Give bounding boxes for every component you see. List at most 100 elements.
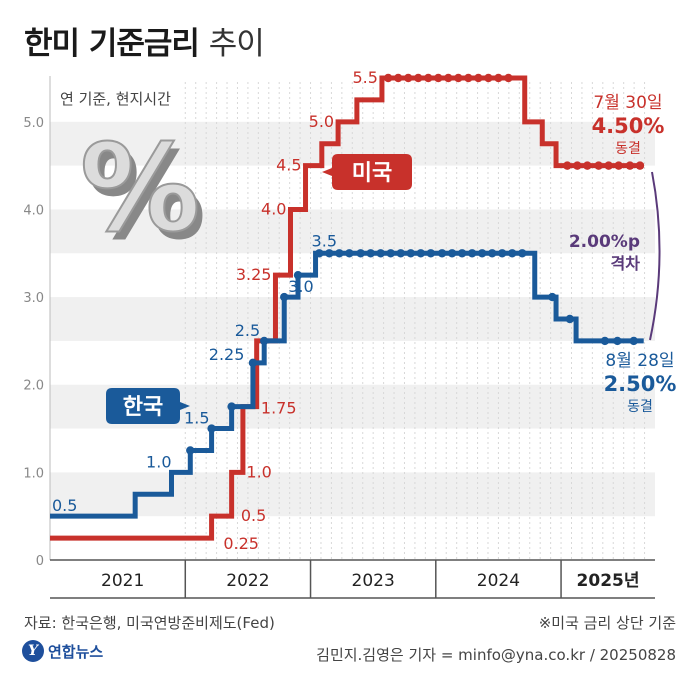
gap-value: 2.00%p — [569, 232, 640, 252]
source-text: 자료: 한국은행, 미국연방준비제도(Fed) — [24, 614, 275, 632]
data-point — [416, 249, 425, 258]
korea-annotation-status: 동결 — [627, 399, 653, 415]
gap-annotation: 2.00%p 격차 — [569, 171, 661, 341]
gap-label: 격차 — [611, 254, 641, 273]
data-point — [376, 249, 385, 258]
y-tick-label: 1.0 — [23, 466, 44, 481]
data-label: 3.5 — [312, 231, 337, 250]
data-point — [594, 161, 603, 170]
data-point — [604, 161, 613, 170]
data-point — [366, 249, 375, 258]
data-point — [484, 73, 493, 83]
data-point — [280, 292, 289, 302]
data-point — [614, 161, 623, 170]
series-lines — [50, 73, 645, 541]
data-point — [613, 336, 622, 346]
data-point — [467, 249, 477, 258]
data-point — [474, 73, 483, 83]
data-point — [406, 249, 415, 258]
logo-mark: Y — [22, 640, 44, 662]
unit-note: 연 기준, 현지시간 — [60, 90, 171, 108]
data-label: 2.25 — [209, 345, 245, 364]
x-tick-label: 2025년 — [577, 571, 640, 591]
x-axis: 2021 2022 2023 2024 2025년 — [50, 559, 655, 599]
grid-band — [50, 209, 655, 254]
series-line-us — [50, 75, 644, 541]
data-label: 5.0 — [309, 112, 334, 131]
data-point — [600, 336, 610, 346]
x-tick-label: 2022 — [226, 571, 269, 591]
x-tick-label: 2023 — [352, 571, 395, 591]
page-title: 한미 기준금리 추이 — [24, 18, 265, 63]
y-axis: 0 1.0 2.0 3.0 4.0 5.0 — [23, 76, 51, 569]
data-point — [426, 249, 435, 258]
data-point — [583, 161, 592, 170]
data-point — [548, 292, 557, 302]
title-sub: 추이 — [208, 26, 265, 62]
data-point — [325, 249, 334, 258]
data-point — [477, 249, 487, 258]
us-annotation-status: 동결 — [615, 141, 641, 157]
data-point — [396, 249, 405, 258]
series-line-korea — [50, 250, 644, 519]
data-point — [573, 161, 582, 170]
us-callout: 미국 — [322, 154, 412, 190]
data-label: 5.5 — [352, 68, 377, 87]
korea-annotation-date: 8월 28일 — [605, 351, 674, 371]
data-point — [248, 358, 258, 368]
korea-annotation: 8월 28일 2.50% 동결 — [604, 351, 677, 415]
footnote: ※미국 금리 상단 기준 — [538, 614, 676, 632]
data-point — [394, 73, 403, 83]
data-point — [386, 249, 395, 258]
credit-text: 김민지.김영은 기자 = minfo@yna.co.kr / 20250828 — [316, 646, 676, 664]
us-annotation-date: 7월 30일 — [593, 93, 662, 113]
data-point — [565, 314, 575, 324]
data-point — [629, 336, 638, 346]
data-point — [335, 249, 344, 258]
logo-text: 연합뉴스 — [48, 642, 104, 661]
svg-text:%: % — [80, 120, 200, 259]
data-label: 0.25 — [223, 534, 259, 553]
data-label: 1.75 — [261, 399, 297, 418]
y-tick-label: 4.0 — [23, 203, 44, 218]
data-label: 1.0 — [246, 462, 271, 481]
data-label: 4.5 — [276, 156, 301, 175]
publisher-logo: Y 연합뉴스 — [22, 640, 103, 662]
data-point — [186, 446, 195, 455]
data-point — [504, 73, 513, 83]
data-point — [293, 270, 303, 280]
data-point — [635, 161, 645, 170]
data-point — [444, 73, 453, 83]
y-tick-label: 0 — [36, 554, 44, 569]
data-point — [457, 249, 467, 258]
data-point — [494, 73, 503, 83]
data-point — [404, 73, 413, 83]
korea-annotation-rate: 2.50% — [604, 372, 677, 396]
data-label: 3.0 — [288, 277, 313, 296]
data-point — [563, 161, 572, 170]
data-point — [625, 161, 635, 170]
data-point — [414, 73, 423, 83]
data-label: 2.5 — [235, 321, 260, 340]
y-tick-label: 3.0 — [23, 291, 44, 306]
data-point — [487, 249, 497, 258]
data-labels: 0.25 0.5 1.0 1.75 3.25 4.0 4.5 5.0 5.5 0.5 1.0 1.5 2… — [52, 68, 378, 553]
title-main: 한미 기준금리 — [24, 26, 200, 62]
us-callout-label: 미국 — [352, 161, 392, 186]
svg-text:%: % — [86, 128, 206, 267]
data-point — [464, 73, 473, 83]
data-point — [447, 249, 457, 258]
percent-icon: % % — [79, 119, 206, 267]
data-point — [518, 249, 527, 258]
us-annotation-rate: 4.50% — [592, 114, 665, 138]
data-label: 4.0 — [261, 199, 286, 218]
korea-callout: 한국 — [106, 388, 190, 424]
y-tick-label: 5.0 — [23, 116, 44, 131]
data-point — [508, 249, 517, 258]
data-point — [497, 249, 507, 258]
y-tick-label: 2.0 — [23, 379, 44, 394]
data-label: 0.5 — [52, 496, 77, 515]
data-label: 1.0 — [146, 452, 171, 471]
data-point — [259, 336, 269, 346]
